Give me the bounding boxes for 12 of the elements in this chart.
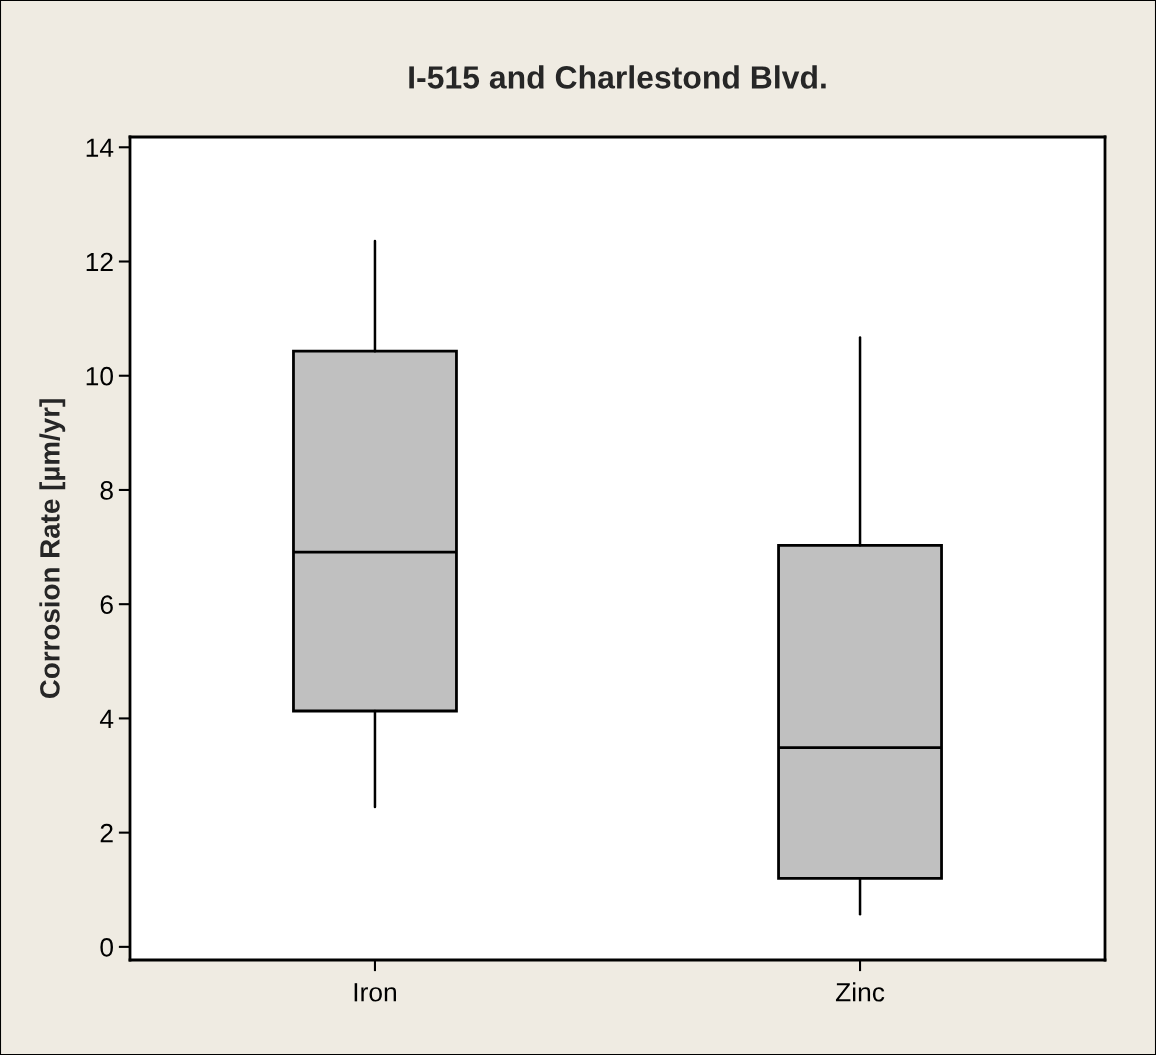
chart-title: I-515 and Charlestond Blvd. bbox=[409, 65, 826, 89]
y-tick-label: 2 bbox=[100, 823, 113, 843]
y-tick-label: 4 bbox=[99, 709, 114, 728]
y-tick-label: 12 bbox=[86, 252, 113, 272]
y-tick-label: 14 bbox=[86, 138, 114, 157]
y-tick-label: 8 bbox=[100, 481, 113, 500]
x-tick-label: Iron bbox=[354, 983, 396, 1002]
y-axis-title: Corrosion Rate [µm/yr] bbox=[39, 399, 66, 699]
y-tick-label: 6 bbox=[100, 595, 113, 615]
y-tick-label: 10 bbox=[86, 366, 113, 386]
y-tick-label: 0 bbox=[100, 938, 113, 957]
x-tick-label: Zinc bbox=[835, 982, 885, 1002]
